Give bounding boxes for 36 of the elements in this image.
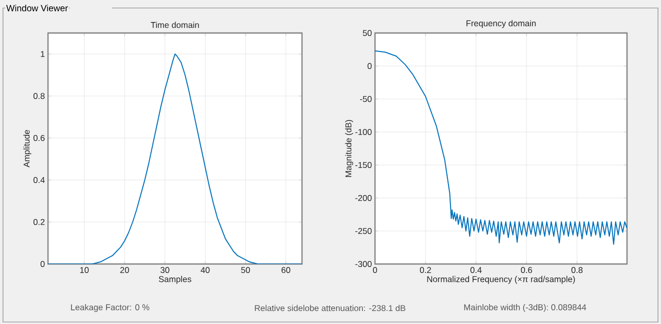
line-series xyxy=(375,50,628,245)
y-tick-label: 50 xyxy=(362,30,372,36)
text: Window Viewer xyxy=(6,4,68,12)
x-tick-label: 0.6 xyxy=(520,267,532,274)
x-tick-label: 10 xyxy=(80,267,89,274)
x-tick-label: 0.8 xyxy=(571,267,583,274)
y-tick-label: -150 xyxy=(355,162,372,168)
x-tick-label: 0.2 xyxy=(420,267,431,274)
y-axis-title: Magnitude (dB) xyxy=(345,120,354,177)
x-tick-label: 60 xyxy=(282,267,290,274)
text: Mainlobe width (-3dB): 0.089844 xyxy=(464,304,586,312)
text: Relative sidelobe attenuation: -238.1 dB xyxy=(254,304,406,312)
y-tick-label: -250 xyxy=(355,228,372,234)
x-tick-label: 50 xyxy=(241,267,250,274)
y-tick-label: 1 xyxy=(40,51,45,57)
x-tick-label: 0 xyxy=(372,267,378,274)
y-tick-label: -200 xyxy=(355,194,372,202)
x-tick-label: 0.4 xyxy=(470,267,482,274)
text: Leakage Factor: 0 % xyxy=(71,304,150,312)
x-tick-label: 20 xyxy=(120,267,129,274)
y-tick-label: 0 xyxy=(40,260,45,268)
y-tick-label: 0 xyxy=(368,62,372,70)
y-tick-label: 0.4 xyxy=(33,176,45,184)
x-axis-title: Samples xyxy=(158,276,192,284)
y-axis-title: Amplitude xyxy=(23,130,32,168)
y-tick-label: 0.8 xyxy=(33,92,45,100)
x-tick-label: 40 xyxy=(200,267,210,274)
chart-title: Time domain xyxy=(150,22,199,28)
y-tick-label: -50 xyxy=(360,96,372,102)
y-tick-label: -100 xyxy=(355,128,372,136)
y-tick-label: -300 xyxy=(355,260,372,268)
chart-title: Frequency domain xyxy=(466,20,536,28)
x-axis-title: Normalized Frequency (×π rad/sample) xyxy=(427,276,575,284)
x-tick-label: 30 xyxy=(160,267,170,274)
y-tick-label: 0.2 xyxy=(33,218,45,226)
y-tick-label: 0.6 xyxy=(33,134,45,142)
